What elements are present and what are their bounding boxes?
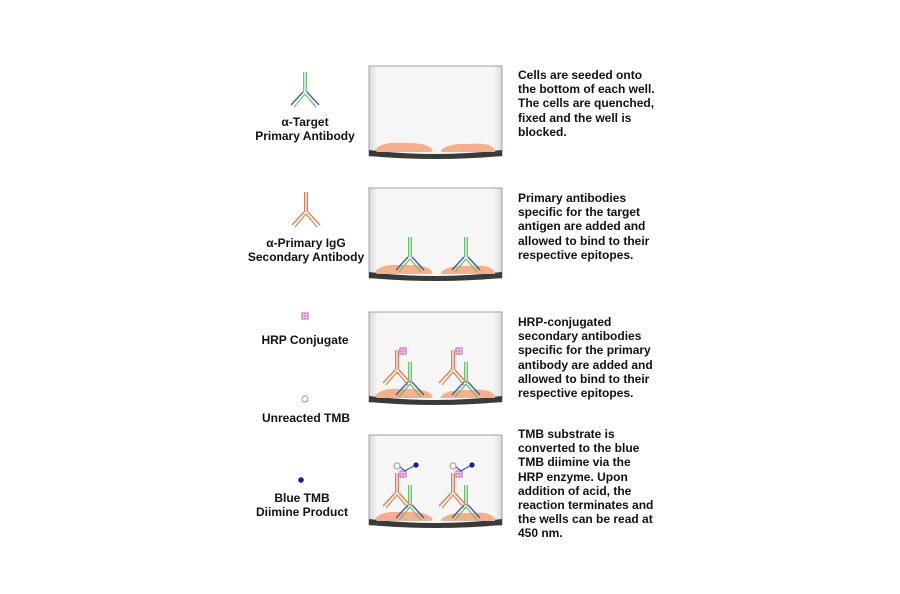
desc-line: 450 nm.: [518, 526, 563, 541]
label-line: HRP Conjugate: [261, 333, 349, 347]
desc-line: HRP enzyme. Upon: [518, 469, 628, 484]
label-line: α-Target: [281, 115, 329, 129]
primary-antibody-label: α-Target Primary Antibody: [225, 115, 385, 143]
desc-line: Cells are seeded onto: [518, 68, 643, 82]
desc-line: reaction terminates and: [518, 498, 654, 513]
label-line: Blue TMB: [274, 491, 330, 505]
desc-line: TMB substrate is: [518, 427, 615, 441]
label-line: Diimine Product: [255, 505, 348, 519]
hrp-conjugate-label: HRP Conjugate: [225, 333, 385, 347]
desc-line: allowed to bind to their: [518, 371, 650, 386]
desc-line: secondary antibodies: [518, 329, 642, 344]
desc-line: converted to the blue: [518, 441, 640, 456]
label-line: Unreacted TMB: [261, 411, 350, 425]
desc-line: specific for the target: [518, 205, 641, 220]
secondary-antibody-icon: [291, 191, 321, 228]
unreacted-tmb-label: Unreacted TMB: [226, 411, 386, 425]
desc-line: antigen are added and: [518, 219, 646, 234]
desc-line: specific for the primary: [518, 343, 651, 358]
desc-line: respective epitopes.: [518, 386, 634, 401]
step-3-description: HRP-conjugated secondary antibodies spec…: [518, 315, 678, 400]
desc-line: allowed to bind to their: [518, 233, 650, 248]
desc-line: fixed and the well is: [518, 110, 632, 125]
label-line: Secondary Antibody: [247, 250, 365, 264]
desc-line: TMB diimine via the: [518, 455, 631, 470]
desc-line: addition of acid, the: [518, 483, 632, 498]
step-1-description: Cells are seeded onto the bottom of each…: [518, 68, 678, 139]
well-step-3: [368, 311, 503, 406]
desc-line: respective epitopes.: [518, 247, 634, 262]
blue-tmb-diimine-label: Blue TMB Diimine Product: [222, 491, 382, 519]
well-step-2: [368, 187, 503, 282]
hrp-conjugate-icon: [301, 312, 309, 320]
step-2-description: Primary antibodies specific for the targ…: [518, 191, 678, 262]
blue-tmb-diimine-icon: [298, 477, 304, 483]
step-4-description: TMB substrate is converted to the blue T…: [518, 427, 678, 541]
desc-line: Primary antibodies: [518, 191, 627, 205]
label-line: α-Primary IgG: [266, 236, 346, 250]
label-line: Primary Antibody: [255, 129, 355, 143]
unreacted-tmb-icon: [301, 395, 309, 403]
desc-line: the wells can be read at: [518, 512, 653, 527]
desc-line: blocked.: [518, 124, 567, 139]
well-step-1: [368, 65, 503, 160]
secondary-antibody-label: α-Primary IgG Secondary Antibody: [226, 236, 386, 264]
desc-line: The cells are quenched,: [518, 96, 655, 111]
desc-line: antibody are added and: [518, 357, 653, 372]
well-step-4: [368, 434, 503, 529]
primary-antibody-icon: [290, 71, 320, 108]
desc-line: HRP-conjugated: [518, 315, 612, 329]
desc-line: the bottom of each well.: [518, 82, 655, 97]
